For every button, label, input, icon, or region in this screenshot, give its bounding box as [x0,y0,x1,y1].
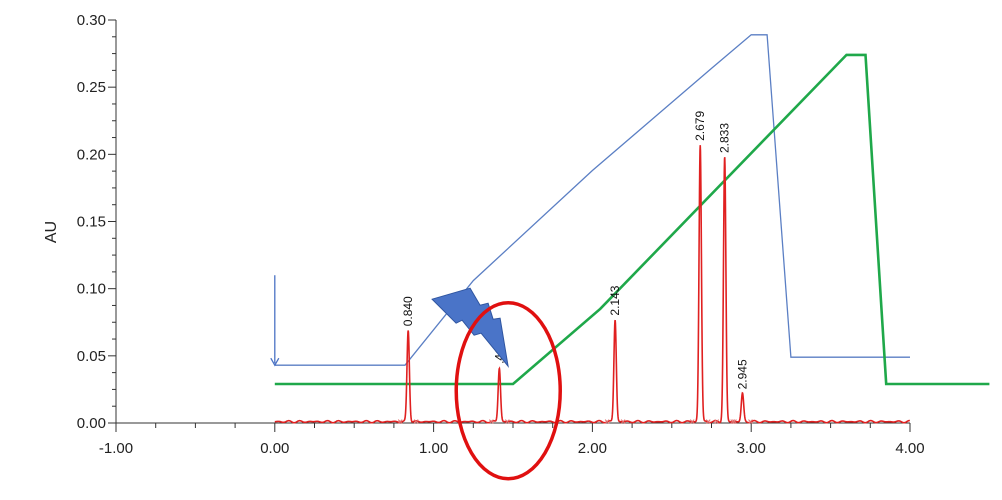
chromatogram-trace-red [274,145,910,424]
x-ticks: -1.00 0.00 1.00 2.00 3.00 4.00 [99,423,925,457]
peak-boundary-marker [504,419,510,425]
peak-boundary-marker [689,419,695,425]
peak-boundary-marker [397,419,403,425]
peak-boundary-marker [604,419,610,425]
peak-label: 2.945 [736,359,750,389]
series-layer [274,34,990,424]
injection-arrow-head [270,357,280,367]
y-tick-label: 0.00 [77,415,106,432]
y-tick-label: 0.25 [77,79,106,96]
y-ticks: 0.00 0.05 0.10 0.15 0.20 0.25 0.30 [77,12,116,432]
y-tick-label: 0.30 [77,12,106,29]
peak-boundary-marker [730,419,736,425]
peak-boundary-marker [714,419,720,425]
x-tick-label: -1.00 [99,440,133,457]
x-tick-label: 4.00 [895,440,924,457]
x-tick-label: 0.00 [260,440,289,457]
x-tick-label: 2.00 [578,440,607,457]
gradient-line-green [274,53,990,386]
x-tick-label: 1.00 [419,440,448,457]
peak-boundary-marker [413,419,419,425]
peak-label: 2.679 [693,111,707,141]
x-tick-label: 3.00 [737,440,766,457]
peak-boundary-marker [732,419,737,425]
annotations [270,275,562,481]
peak-boundary-marker [488,419,494,425]
peak-label: 0.840 [401,296,415,326]
peak-boundary-marker [748,419,753,425]
y-tick-label: 0.20 [77,146,106,163]
y-tick-label: 0.05 [77,348,106,365]
peak-boundary-marker [620,419,626,425]
peak-boundary-marker [705,419,711,425]
peak-label: 2.143 [608,285,622,315]
y-axis-title: AU [43,221,60,243]
gradient-line-blue [274,34,910,366]
peak-label: 2.833 [718,123,732,153]
y-tick-label: 0.15 [77,214,106,231]
axes [115,20,910,424]
highlight-circle [454,301,562,481]
y-tick-label: 0.10 [77,281,106,298]
